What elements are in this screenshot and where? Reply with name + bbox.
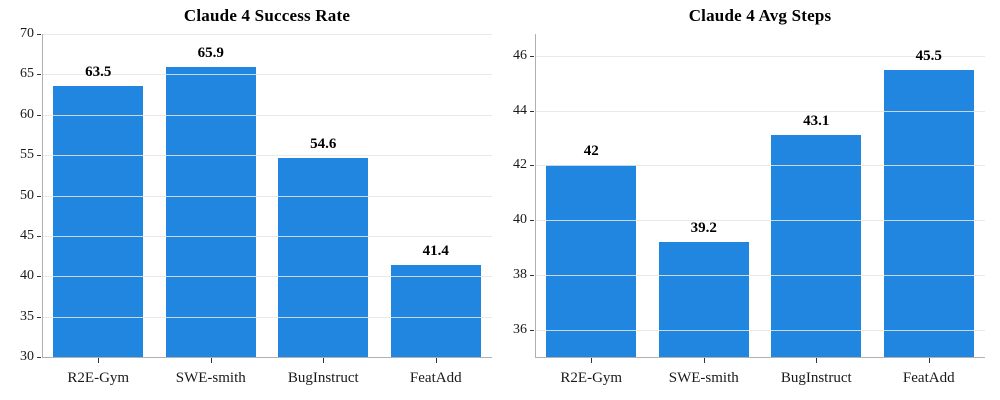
bar [658,242,749,357]
y-tick-mark [530,165,534,166]
grid-line [535,111,985,112]
y-tick-label: 45 [20,228,34,243]
x-tick-label: SWE-smith [175,370,246,386]
x-tick-label: FeatAdd [902,370,955,386]
grid-line [535,220,985,221]
y-tick-label: 30 [20,349,34,364]
y-tick-label: 40 [513,212,527,227]
x-tick-mark [816,358,818,363]
bar-value-label: 39.2 [690,220,717,236]
y-tick-label: 46 [513,48,527,63]
y-tick-mark [530,220,534,221]
x-tick-mark [928,358,930,363]
grid-line [42,34,492,35]
x-tick-mark [703,358,705,363]
bar-value-label: 65.9 [197,45,224,61]
x-tick-mark [435,358,437,363]
bar [883,70,974,357]
bar [390,265,481,357]
y-tick-mark [37,74,41,75]
y-tick-label: 44 [513,103,527,118]
y-tick-mark [37,34,41,35]
x-tick-mark [98,358,100,363]
y-tick-label: 40 [20,268,34,283]
bar-value-label: 41.4 [422,243,449,259]
grid-line [42,74,492,75]
y-tick-mark [37,357,41,358]
y-tick-mark [530,56,534,57]
y-tick-label: 65 [20,66,34,81]
grid-line [42,196,492,197]
y-tick-label: 60 [20,107,34,122]
y-tick-mark [530,275,534,276]
x-tick-mark [323,358,325,363]
x-axis-spine [535,357,985,358]
y-tick-label: 36 [513,322,527,337]
y-tick-mark [37,196,41,197]
x-tick-mark [210,358,212,363]
grid-line [535,330,985,331]
y-tick-label: 42 [513,157,527,172]
grid-line [535,56,985,57]
x-tick-label: SWE-smith [668,370,739,386]
y-tick-label: 35 [20,309,34,324]
x-tick-label: R2E-Gym [67,370,130,386]
y-tick-mark [530,111,534,112]
y-tick-mark [37,155,41,156]
y-tick-mark [37,236,41,237]
bar-value-label: 45.5 [915,48,942,64]
bar [278,158,369,357]
plot-area-success-rate: 63.5 65.9 54.6 41.4 30 35 40 45 50 55 60 65 70 R2E-Gy… [20,27,492,386]
y-axis-spine [535,34,536,357]
bar [165,67,256,357]
grid-line [535,165,985,166]
x-tick-label: BugInstruct [287,370,359,386]
x-tick-label: R2E-Gym [560,370,623,386]
y-tick-label: 55 [20,147,34,162]
y-tick-label: 70 [20,26,34,41]
grid-line [42,155,492,156]
bar [546,165,637,357]
x-tick-mark [591,358,593,363]
x-tick-label: BugInstruct [780,370,852,386]
y-tick-label: 38 [513,267,527,282]
grid-line [535,275,985,276]
bar-value-label: 42 [583,143,599,159]
x-tick-label: FeatAdd [409,370,462,386]
bar-value-label: 43.1 [803,113,830,129]
bar-value-label: 63.5 [85,64,112,80]
y-tick-mark [37,115,41,116]
y-tick-mark [37,276,41,277]
x-axis-spine [42,357,492,358]
y-tick-label: 50 [20,188,34,203]
bar [771,135,862,357]
grid-line [42,236,492,237]
y-axis-spine [42,34,43,357]
grid-line [42,317,492,318]
plot-area-avg-steps: 42 39.2 43.1 45.5 36 38 40 42 44 46 R2E-Gym SWE-smi… [513,34,985,386]
grid-line [42,115,492,116]
y-tick-mark [37,317,41,318]
success-rate-chart: Claude 4 Success Rate 63.5 65.9 54.6 41.4 30… [20,6,492,386]
avg-steps-chart: Claude 4 Avg Steps 42 39.2 43.1 45.5 36 38 40 4… [500,0,1000,400]
chart-title-avg-steps: Claude 4 Avg Steps [688,6,832,25]
bar [53,86,144,357]
chart-title-success-rate: Claude 4 Success Rate [183,6,351,25]
grid-line [42,276,492,277]
y-tick-mark [530,330,534,331]
bar-value-label: 54.6 [310,136,337,152]
